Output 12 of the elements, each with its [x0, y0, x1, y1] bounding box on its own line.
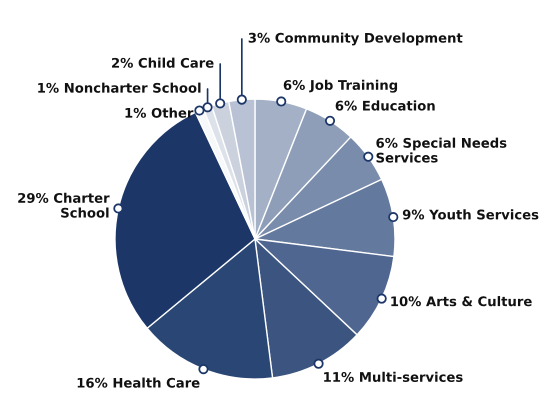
- slice-label: 3% Community Development: [248, 32, 462, 46]
- slice-label: 10% Arts & Culture: [391, 296, 532, 306]
- slice-label: 6% Job Training: [284, 80, 398, 93]
- slice-label: 1% Other: [126, 108, 194, 118]
- slice-label: 11% Multi-services: [324, 372, 463, 382]
- slice-label: 2% Child Care: [112, 58, 214, 68]
- slice-label: 9% Youth Services: [402, 209, 538, 220]
- slice-label: 1% Noncharter School: [38, 82, 200, 93]
- slice-label: 6% Special Needs Services: [376, 138, 506, 163]
- slice-label: 29% Charter School: [18, 192, 110, 218]
- slice-label: 6% Education: [336, 100, 435, 111]
- slice-label: 16% Health Care: [78, 378, 200, 388]
